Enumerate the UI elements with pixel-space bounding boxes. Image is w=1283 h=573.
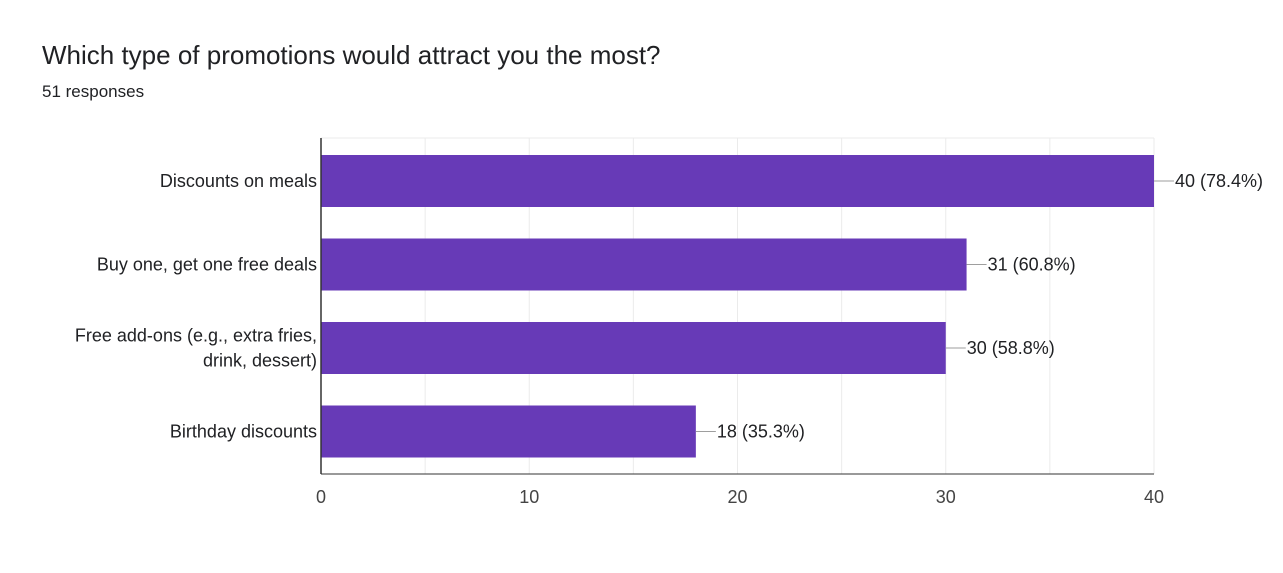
data-label: 18 (35.3%) [717,422,805,442]
response-count: 51 responses [42,82,145,101]
bar [321,238,967,291]
x-tick-label: 0 [316,487,326,507]
bar [321,405,696,458]
category-label: Buy one, get one free deals [97,255,317,275]
bars [321,155,1154,458]
category-label: Birthday discounts [170,422,317,442]
labels: 40 (78.4%) Discounts on meals 31 (60.8%) Bu… [75,171,1263,507]
category-label: Discounts on meals [160,171,317,191]
axes [320,138,1154,475]
x-tick-label: 10 [519,487,539,507]
x-tick-label: 40 [1144,487,1164,507]
category-label-line: Free add-ons (e.g., extra fries, [75,326,317,346]
question-title: Which type of promotions would attract y… [42,40,661,70]
category-label-line: Birthday discounts [170,422,317,442]
category-label: Free add-ons (e.g., extra fries, drink, d… [75,326,317,371]
data-label: 31 (60.8%) [988,255,1076,275]
data-label: 40 (78.4%) [1175,171,1263,191]
x-tick-label: 20 [727,487,747,507]
category-label-line: Discounts on meals [160,171,317,191]
x-tick-label: 30 [936,487,956,507]
category-label-line: drink, dessert) [203,351,317,371]
data-label: 30 (58.8%) [967,338,1055,358]
bar [321,155,1154,207]
category-label-line: Buy one, get one free deals [97,255,317,275]
bar [321,322,946,374]
